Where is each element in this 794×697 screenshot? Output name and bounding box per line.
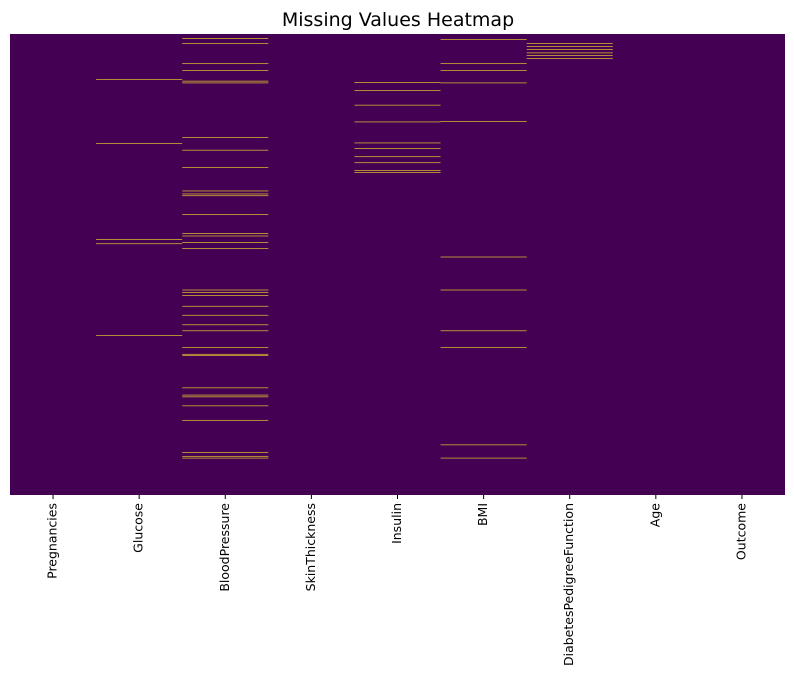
missing-cell-BMI-2 [440,70,527,71]
x-tick-label-Pregnancies: Pregnancies [45,503,60,579]
missing-cell-BloodPressure-23 [182,330,269,332]
missing-cell-Glucose-4 [96,335,183,336]
missing-cell-BloodPressure-19 [182,295,269,296]
x-tick-label-Outcome: Outcome [733,503,748,560]
missing-cell-BloodPressure-18 [182,292,269,293]
missing-value-marks [96,38,613,459]
x-tick-label-Glucose: Glucose [131,503,146,553]
missing-cell-BloodPressure-9 [182,190,269,192]
chart-title: Missing Values Heatmap [282,9,514,31]
missing-cell-DiabetesPedigreeFunction-3 [526,52,613,54]
missing-cell-BloodPressure-32 [182,452,269,453]
missing-cell-Glucose-0 [96,79,183,80]
missing-cell-BloodPressure-22 [182,324,269,326]
missing-cell-Insulin-1 [354,90,441,92]
x-tick-label-SkinThickness: SkinThickness [303,503,318,591]
missing-cell-BloodPressure-30 [182,405,269,407]
missing-cell-BloodPressure-13 [182,233,269,234]
missing-cell-Insulin-8 [354,170,441,171]
missing-cell-BMI-4 [440,121,527,122]
missing-cell-BloodPressure-11 [182,195,269,197]
missing-cell-BloodPressure-3 [182,70,269,71]
missing-cell-BloodPressure-27 [182,387,269,389]
missing-cell-BMI-0 [440,39,527,40]
missing-cell-Insulin-6 [354,156,441,158]
missing-cell-BMI-9 [440,444,527,446]
missing-cell-Insulin-7 [354,162,441,164]
missing-cell-BloodPressure-20 [182,305,269,307]
missing-cell-DiabetesPedigreeFunction-2 [526,49,613,50]
missing-cell-Glucose-2 [96,239,183,240]
missing-cell-DiabetesPedigreeFunction-0 [526,43,613,44]
missing-cell-BloodPressure-16 [182,248,269,249]
missing-cell-Insulin-9 [354,172,441,173]
x-tick-label-DiabetesPedigreeFunction: DiabetesPedigreeFunction [561,503,576,666]
missing-cell-BloodPressure-21 [182,314,269,316]
missing-cell-BMI-3 [440,82,527,84]
missing-cell-Insulin-5 [354,148,441,149]
missing-cell-BloodPressure-10 [182,193,269,195]
missing-cell-BloodPressure-5 [182,82,269,84]
missing-cell-BloodPressure-12 [182,214,269,215]
missing-cell-BloodPressure-33 [182,455,269,457]
missing-cell-BloodPressure-28 [182,394,269,396]
missing-cell-DiabetesPedigreeFunction-5 [526,58,613,59]
x-axis-ticks: Pregnancies Glucose BloodPressure SkinThick… [45,495,748,666]
missing-cell-Insulin-2 [354,104,441,106]
missing-cell-BloodPressure-25 [182,353,269,355]
missing-cell-BloodPressure-6 [182,137,269,138]
missing-cell-BMI-8 [440,347,527,348]
x-tick-label-Age: Age [647,503,662,527]
missing-cell-Insulin-3 [354,121,441,123]
missing-cell-BloodPressure-2 [182,63,269,65]
missing-cell-BloodPressure-29 [182,396,269,398]
missing-cell-Glucose-3 [96,243,183,245]
missing-cell-BloodPressure-1 [182,43,269,44]
x-tick-label-BMI: BMI [475,503,490,526]
missing-cell-BMI-5 [440,256,527,258]
missing-cell-BloodPressure-26 [182,355,269,356]
missing-cell-Insulin-0 [354,82,441,83]
missing-cell-BloodPressure-8 [182,167,269,168]
heatmap-background [10,34,785,495]
missing-cell-BMI-7 [440,330,527,332]
missing-cell-BloodPressure-14 [182,235,269,237]
missing-cell-BloodPressure-31 [182,419,269,421]
missing-cell-BMI-1 [440,63,527,65]
missing-cell-BloodPressure-17 [182,289,269,291]
missing-cell-BMI-10 [440,457,527,459]
missing-cell-BloodPressure-4 [182,80,269,82]
missing-cell-DiabetesPedigreeFunction-4 [526,55,613,56]
missing-cell-Insulin-4 [354,142,441,144]
x-tick-label-Insulin: Insulin [389,503,404,544]
missing-cell-BloodPressure-34 [182,457,269,459]
missing-cell-BloodPressure-0 [182,38,269,39]
missing-cell-Glucose-1 [96,143,183,144]
missing-cell-BloodPressure-7 [182,149,269,151]
missing-cell-BMI-6 [440,289,527,291]
missing-cell-BloodPressure-24 [182,347,269,348]
x-tick-label-BloodPressure: BloodPressure [217,503,232,592]
missing-cell-BloodPressure-15 [182,242,269,243]
missing-cell-DiabetesPedigreeFunction-1 [526,46,613,47]
